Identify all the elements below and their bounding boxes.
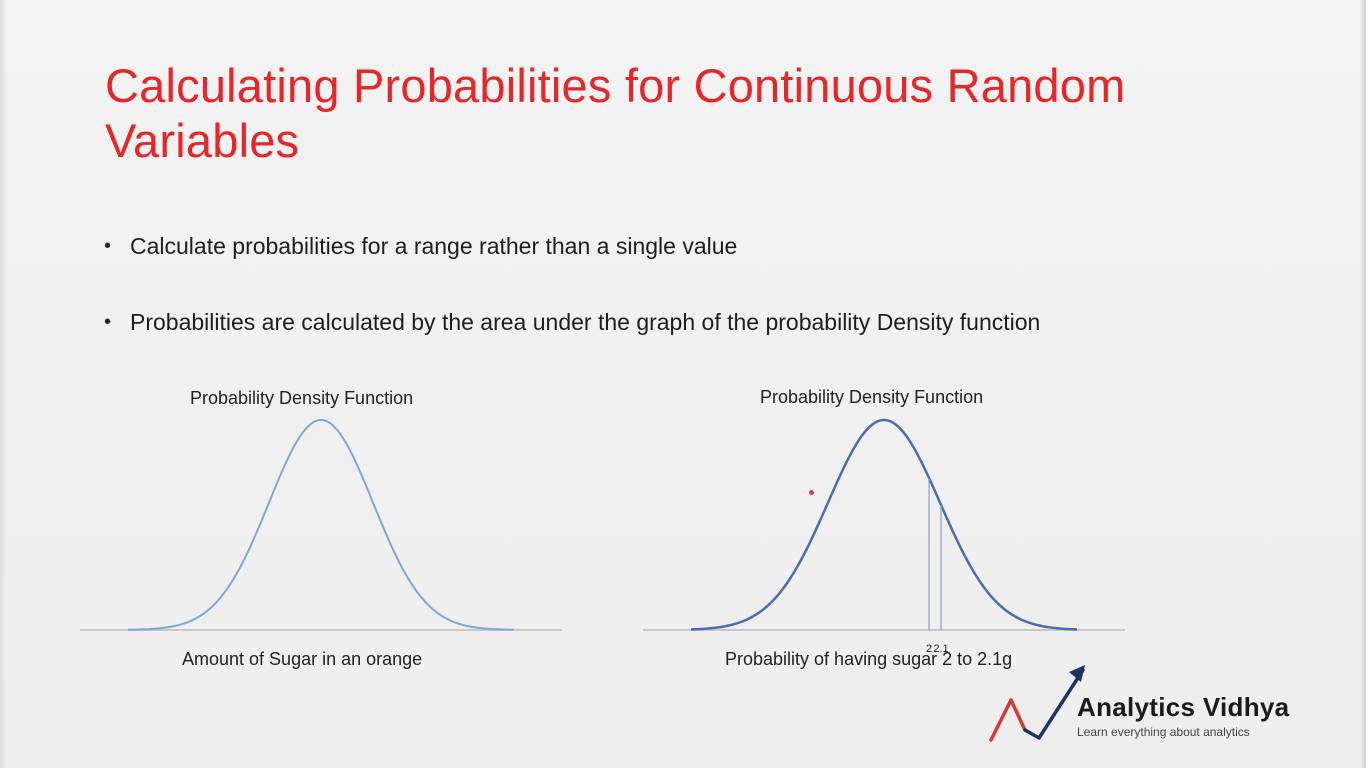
bullet-item: • Calculate probabilities for a range ra… [100, 228, 1040, 264]
logo-tagline: Learn everything about analytics [1077, 725, 1250, 739]
pdf-chart-right: 2 2.1 [643, 418, 1125, 655]
pdf-chart-left [80, 419, 562, 631]
logo-mark-icon [989, 665, 1085, 742]
bullet-item: • Probabilities are calculated by the ar… [100, 304, 1040, 340]
density-curve [691, 418, 1077, 631]
chart-caption-left: Amount of Sugar in an orange [182, 649, 423, 669]
slide-title: Calculating Probabilities for Continuous… [105, 59, 1126, 167]
bullet-dot-icon: • [104, 235, 112, 257]
bullet-dot-icon: • [104, 311, 112, 333]
slide-edge-left [0, 0, 6, 768]
bullet-list: • Calculate probabilities for a range ra… [100, 228, 1040, 340]
range-marker-label: 2.1 [933, 643, 948, 655]
logo-name: Analytics Vidhya [1077, 692, 1290, 722]
chart-title-right: Probability Density Function [760, 387, 984, 407]
chart-caption-right: Probability of having sugar 2 to 2.1g [725, 649, 1013, 669]
slide-edge-right [1360, 0, 1366, 768]
range-marker-label: 2 [926, 643, 932, 655]
analytics-vidhya-logo: Analytics Vidhya Learn everything about … [985, 660, 1345, 750]
laser-pointer-dot [809, 490, 814, 495]
bullet-text: Probabilities are calculated by the area… [130, 309, 1041, 335]
bullet-text: Calculate probabilities for a range rath… [130, 233, 738, 259]
chart-title-left: Probability Density Function [190, 388, 414, 408]
density-curve [128, 419, 514, 631]
